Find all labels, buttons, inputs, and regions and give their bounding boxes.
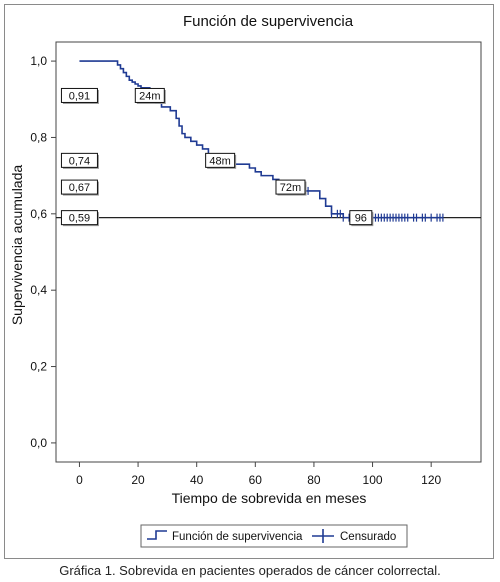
x-tick-label: 100 bbox=[363, 473, 383, 487]
time-label: 96 bbox=[355, 213, 367, 225]
time-label-box bbox=[134, 87, 165, 103]
y-tick-label: 0,6 bbox=[30, 207, 47, 221]
y-tick-label: 0,0 bbox=[30, 436, 47, 450]
figure-caption: Gráfica 1. Sobrevida en pacientes operad… bbox=[59, 563, 441, 578]
y-tick-label: 0,2 bbox=[30, 360, 47, 374]
x-tick-label: 120 bbox=[421, 473, 441, 487]
value-label-box bbox=[60, 179, 98, 195]
x-tick-label: 60 bbox=[249, 473, 263, 487]
y-axis-label: Supervivencia acumulada bbox=[9, 165, 25, 326]
value-label: 0,91 bbox=[69, 90, 90, 102]
time-label: 48m bbox=[209, 155, 230, 167]
y-tick-label: 0,8 bbox=[30, 130, 47, 144]
time-label-box bbox=[275, 179, 306, 195]
legend-survival-label: Función de supervivencia bbox=[172, 531, 303, 543]
x-tick-label: 40 bbox=[190, 473, 204, 487]
value-label-box bbox=[60, 87, 98, 103]
x-tick-label: 20 bbox=[131, 473, 145, 487]
time-label-box bbox=[349, 210, 373, 226]
time-label: 72m bbox=[280, 182, 301, 194]
value-label: 0,67 bbox=[69, 182, 90, 194]
legend-survival-symbol bbox=[147, 530, 167, 540]
time-label: 24m bbox=[139, 90, 160, 102]
chart-title: Función de supervivencia bbox=[183, 13, 354, 30]
x-axis-label: Tiempo de sobrevida en meses bbox=[172, 490, 367, 506]
value-label: 0,59 bbox=[69, 213, 90, 225]
value-label-box bbox=[60, 210, 98, 226]
y-tick-label: 0,4 bbox=[30, 283, 47, 297]
legend-censor-label: Censurado bbox=[340, 531, 396, 543]
y-tick-label: 1,0 bbox=[30, 54, 47, 68]
legend-box bbox=[140, 524, 408, 548]
time-label-box bbox=[205, 152, 236, 168]
value-label: 0,74 bbox=[69, 155, 90, 167]
x-tick-label: 0 bbox=[76, 473, 83, 487]
survival-curve bbox=[79, 60, 443, 219]
x-tick-label: 80 bbox=[307, 473, 321, 487]
value-label-box bbox=[60, 152, 98, 168]
plot-area bbox=[55, 41, 482, 463]
